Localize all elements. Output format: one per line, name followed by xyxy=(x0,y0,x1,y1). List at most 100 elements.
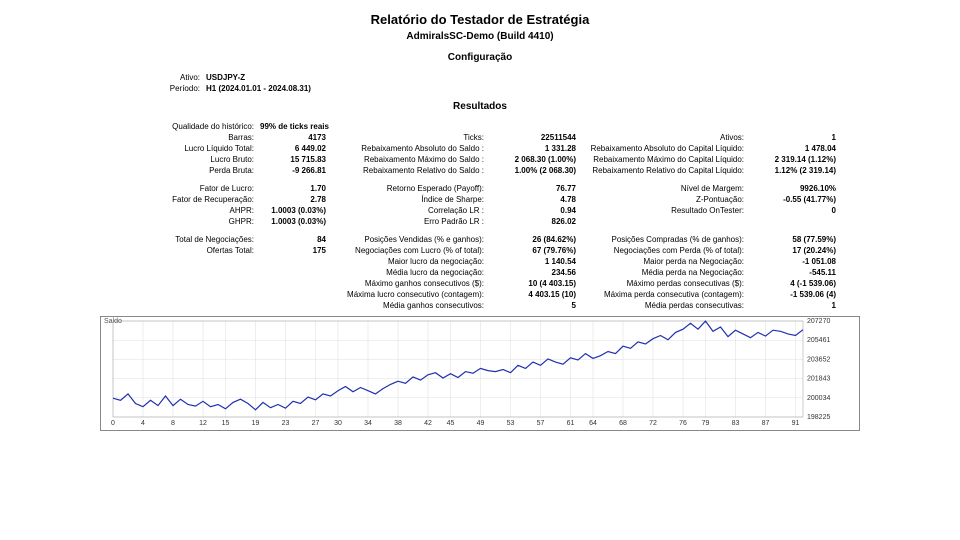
result-value: -545.11 xyxy=(750,268,840,277)
result-label: Rebaixamento Relativo do Capital Líquido… xyxy=(580,166,750,175)
result-label: Posições Compradas (% de ganhos): xyxy=(580,235,750,244)
result-value: 2 319.14 (1.12%) xyxy=(750,155,840,164)
result-label: Ativos: xyxy=(580,133,750,142)
result-value: 99% de ticks reais xyxy=(260,122,330,131)
svg-text:79: 79 xyxy=(702,420,710,427)
result-value: -9 266.81 xyxy=(260,166,330,175)
balance-chart: Saldo 1982252000342018432036522054612072… xyxy=(100,316,860,431)
result-value: 1.00% (2 068.30) xyxy=(490,166,580,175)
result-value xyxy=(750,217,840,226)
svg-text:68: 68 xyxy=(619,420,627,427)
svg-text:4: 4 xyxy=(141,420,145,427)
result-value xyxy=(260,301,330,310)
result-label xyxy=(580,122,750,131)
result-value: 2 068.30 (1.00%) xyxy=(490,155,580,164)
result-value xyxy=(260,290,330,299)
result-value xyxy=(490,122,580,131)
result-value: 67 (79.76%) xyxy=(490,246,580,255)
result-label: Lucro Bruto: xyxy=(100,155,260,164)
result-label: Rebaixamento Máximo do Saldo : xyxy=(330,155,490,164)
result-value: -1 051.08 xyxy=(750,257,840,266)
svg-text:198225: 198225 xyxy=(807,414,830,421)
result-value: 84 xyxy=(260,235,330,244)
result-label: Qualidade do histórico: xyxy=(100,122,260,131)
result-value: 58 (77.59%) xyxy=(750,235,840,244)
svg-text:42: 42 xyxy=(424,420,432,427)
result-label: Total de Negociações: xyxy=(100,235,260,244)
svg-text:49: 49 xyxy=(477,420,485,427)
result-value: 15 715.83 xyxy=(260,155,330,164)
result-value: 76.77 xyxy=(490,184,580,193)
svg-text:72: 72 xyxy=(649,420,657,427)
result-value: 1 xyxy=(750,301,840,310)
result-value: 5 xyxy=(490,301,580,310)
result-label: Máxima perda consecutiva (contagem): xyxy=(580,290,750,299)
result-label: Média ganhos consecutivos: xyxy=(330,301,490,310)
svg-text:207270: 207270 xyxy=(807,318,830,325)
svg-text:201843: 201843 xyxy=(807,376,830,383)
svg-text:61: 61 xyxy=(567,420,575,427)
result-value: 1 140.54 xyxy=(490,257,580,266)
result-value: 0 xyxy=(750,206,840,215)
result-value: 1.70 xyxy=(260,184,330,193)
svg-text:23: 23 xyxy=(282,420,290,427)
result-value: 10 (4 403.15) xyxy=(490,279,580,288)
result-value: 1.0003 (0.03%) xyxy=(260,217,330,226)
result-value xyxy=(260,279,330,288)
svg-text:83: 83 xyxy=(732,420,740,427)
result-label xyxy=(330,122,490,131)
result-value: 4 (-1 539.06) xyxy=(750,279,840,288)
result-label xyxy=(100,290,260,299)
result-label: Fator de Lucro: xyxy=(100,184,260,193)
result-value: -1 539.06 (4) xyxy=(750,290,840,299)
svg-text:64: 64 xyxy=(589,420,597,427)
results-grid: Qualidade do histórico:99% de ticks reai… xyxy=(100,122,860,310)
result-value xyxy=(260,257,330,266)
result-label: Barras: xyxy=(100,133,260,142)
result-value: 4 403.15 (10) xyxy=(490,290,580,299)
result-value: 22511544 xyxy=(490,133,580,142)
result-label: Máximo perdas consecutivas ($): xyxy=(580,279,750,288)
svg-text:34: 34 xyxy=(364,420,372,427)
result-label xyxy=(100,301,260,310)
result-label: Lucro Líquido Total: xyxy=(100,144,260,153)
svg-text:53: 53 xyxy=(507,420,515,427)
svg-text:76: 76 xyxy=(679,420,687,427)
svg-text:38: 38 xyxy=(394,420,402,427)
result-value: 1 xyxy=(750,133,840,142)
result-value: 4.78 xyxy=(490,195,580,204)
svg-text:12: 12 xyxy=(199,420,207,427)
result-label: Ofertas Total: xyxy=(100,246,260,255)
result-label: Maior perda na Negociação: xyxy=(580,257,750,266)
result-label: Maior lucro da negociação: xyxy=(330,257,490,266)
result-label: Resultado OnTester: xyxy=(580,206,750,215)
result-label: Rebaixamento Máximo do Capital Líquido: xyxy=(580,155,750,164)
svg-text:203652: 203652 xyxy=(807,356,830,363)
result-label xyxy=(100,279,260,288)
result-label xyxy=(100,257,260,266)
svg-text:45: 45 xyxy=(447,420,455,427)
result-label: Máximo ganhos consecutivos ($): xyxy=(330,279,490,288)
result-label: Nível de Margem: xyxy=(580,184,750,193)
result-value: 4173 xyxy=(260,133,330,142)
result-label: Perda Bruta: xyxy=(100,166,260,175)
result-label: Ticks: xyxy=(330,133,490,142)
svg-text:205461: 205461 xyxy=(807,337,830,344)
result-value: 1 331.28 xyxy=(490,144,580,153)
result-value: 826.02 xyxy=(490,217,580,226)
results-heading: Resultados xyxy=(100,101,860,112)
result-label: Correlação LR : xyxy=(330,206,490,215)
svg-text:87: 87 xyxy=(762,420,770,427)
result-label: Média lucro da negociação: xyxy=(330,268,490,277)
result-label: Rebaixamento Absoluto do Saldo : xyxy=(330,144,490,153)
result-label: Negociações com Lucro (% of total): xyxy=(330,246,490,255)
svg-text:15: 15 xyxy=(222,420,230,427)
result-value: 1.12% (2 319.14) xyxy=(750,166,840,175)
report-title: Relatório do Testador de Estratégia xyxy=(100,12,860,27)
result-label: Média perda na Negociação: xyxy=(580,268,750,277)
svg-text:8: 8 xyxy=(171,420,175,427)
config-heading: Configuração xyxy=(100,52,860,63)
config-ativo-value: USDJPY-Z xyxy=(206,73,245,82)
svg-text:200034: 200034 xyxy=(807,395,830,402)
config-ativo-label: Ativo: xyxy=(160,73,206,82)
